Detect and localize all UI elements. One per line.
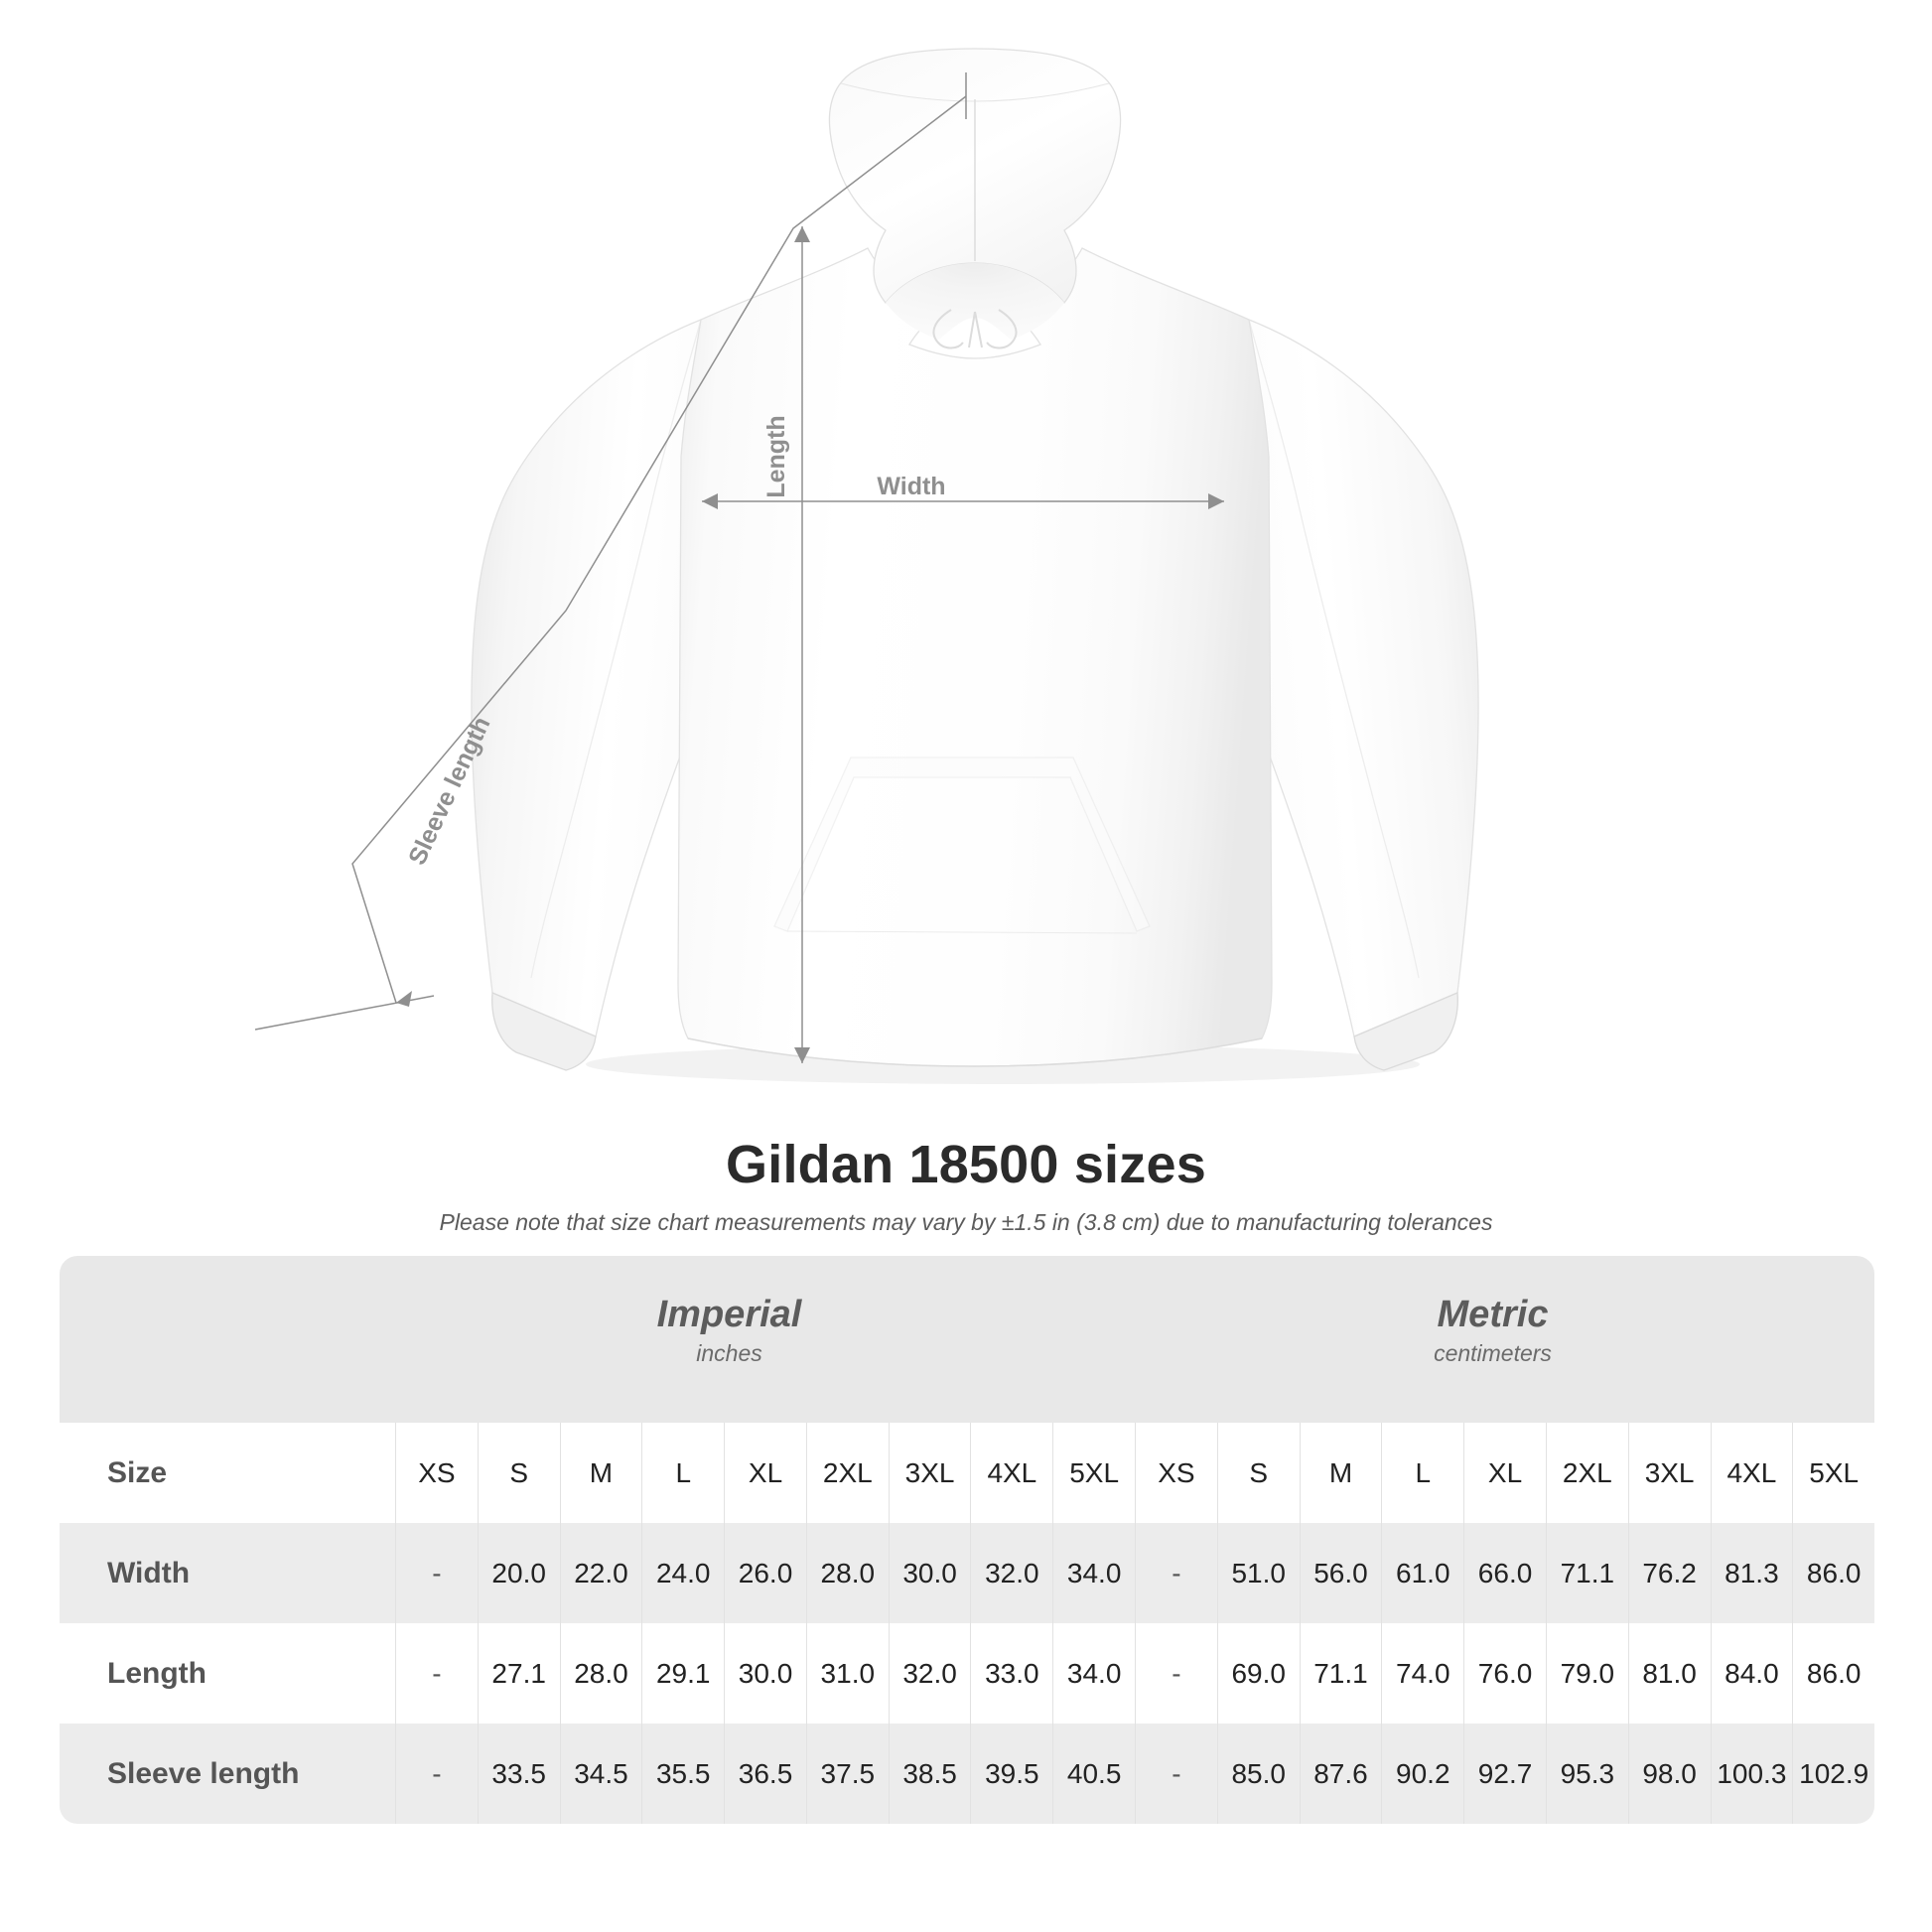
svg-text:Length: Length xyxy=(762,415,790,497)
svg-text:Width: Width xyxy=(877,473,945,500)
